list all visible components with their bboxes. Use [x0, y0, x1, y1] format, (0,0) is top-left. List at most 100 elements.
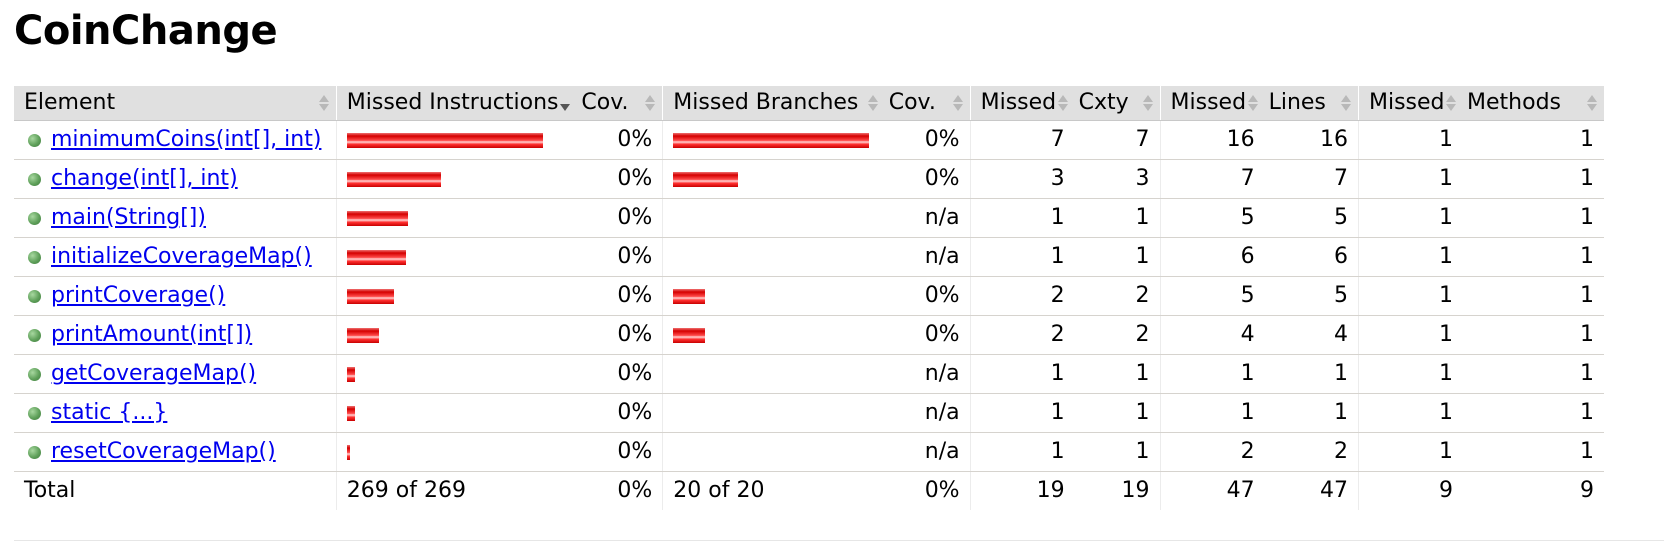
methods: 1: [1463, 432, 1604, 472]
missed-instructions-bar: [346, 210, 408, 226]
lines: 2: [1264, 432, 1359, 472]
method-link[interactable]: getCoverageMap(): [51, 361, 257, 386]
lines: 5: [1264, 276, 1359, 316]
header-missed-methods[interactable]: Missed: [1357, 86, 1464, 121]
header-methods-label: Methods: [1467, 90, 1562, 115]
missed-lines: 7: [1159, 159, 1265, 199]
sort-icon[interactable]: [867, 95, 879, 111]
complexity: 1: [1074, 354, 1161, 394]
missed-lines: 1: [1159, 393, 1265, 433]
page-title: CoinChange: [14, 8, 278, 54]
method-link[interactable]: change(int[], int): [51, 166, 238, 191]
total-lines: 47: [1319, 478, 1348, 503]
complexity: 1: [1074, 432, 1161, 472]
total-missed-methods: 9: [1357, 471, 1464, 510]
missed-complexity: 1: [969, 393, 1075, 433]
missed-lines: 4: [1159, 315, 1265, 355]
branches-coverage: n/a: [884, 393, 971, 433]
lines: 6: [1264, 237, 1359, 277]
missed-branches-bar-cell: [662, 120, 885, 160]
method-link[interactable]: main(String[]): [51, 205, 206, 230]
instructions-coverage: 0%: [577, 237, 663, 277]
method-link[interactable]: initializeCoverageMap(): [51, 244, 312, 269]
sort-icon[interactable]: [1445, 95, 1457, 111]
total-row: Total 269 of 269 0% 20 of 20 0% 19 19 47…: [14, 471, 1604, 510]
table-row: resetCoverageMap() 0% n/a 1 1 2 2 1 1: [14, 432, 1604, 472]
element-cell: static {...}: [14, 393, 337, 433]
table-row: minimumCoins(int[], int) 0% 0% 7 7 16 16 1 1: [14, 120, 1604, 160]
lines: 5: [1264, 198, 1359, 238]
missed-methods: 1: [1357, 432, 1464, 472]
header-missed-lines[interactable]: Missed: [1159, 86, 1265, 121]
table-body: minimumCoins(int[], int) 0% 0% 7 7 16 16 1 1 chan…: [14, 120, 1604, 472]
method-icon: [28, 289, 41, 303]
instructions-coverage: 0%: [577, 276, 663, 316]
sort-icon[interactable]: [644, 95, 656, 111]
complexity: 1: [1074, 237, 1161, 277]
missed-instructions-bar: [346, 405, 355, 421]
branches-coverage: 0%: [884, 159, 971, 199]
method-link[interactable]: static {...}: [51, 400, 168, 425]
instructions-coverage: 0%: [577, 120, 663, 160]
sort-icon[interactable]: [1340, 95, 1352, 111]
instructions-coverage: 0%: [577, 393, 663, 433]
sort-icon[interactable]: [1142, 95, 1154, 111]
header-missed-instructions-label: Missed Instructions: [346, 90, 559, 115]
header-missed-complexity[interactable]: Missed: [969, 86, 1075, 121]
sort-icon[interactable]: [318, 95, 330, 111]
missed-complexity: 7: [969, 120, 1075, 160]
complexity: 2: [1074, 276, 1161, 316]
table-row: main(String[]) 0% n/a 1 1 5 5 1 1: [14, 198, 1604, 238]
header-branches-coverage[interactable]: Cov.: [884, 86, 971, 121]
instructions-coverage: 0%: [577, 354, 663, 394]
lines: 1: [1264, 393, 1359, 433]
missed-branches-bar-cell: [662, 237, 885, 277]
header-missed-instructions[interactable]: Missed Instructions: [335, 86, 578, 121]
missed-lines: 6: [1159, 237, 1265, 277]
method-icon: [28, 445, 41, 459]
header-missed-lines-label: Missed: [1170, 90, 1247, 115]
missed-instructions-bar-cell: [335, 120, 578, 160]
branches-coverage: n/a: [884, 237, 971, 277]
sort-icon[interactable]: [1586, 95, 1598, 111]
header-lines[interactable]: Lines: [1264, 86, 1359, 121]
lines: 16: [1264, 120, 1359, 160]
method-icon: [28, 406, 41, 420]
missed-instructions-bar-cell: [335, 432, 578, 472]
header-missed-branches[interactable]: Missed Branches: [662, 86, 885, 121]
missed-branches-bar-cell: [662, 393, 885, 433]
missed-branches-bar: [673, 327, 706, 343]
missed-instructions-bar: [346, 132, 543, 148]
header-complexity[interactable]: Cxty: [1074, 86, 1161, 121]
header-instructions-coverage[interactable]: Cov.: [577, 86, 663, 121]
sort-desc-icon[interactable]: [559, 95, 571, 111]
total-missed-branches: 20 of 20: [662, 471, 885, 510]
branches-coverage: 0%: [884, 315, 971, 355]
missed-instructions-bar: [346, 366, 355, 382]
branches-coverage: 0%: [884, 120, 971, 160]
sort-icon[interactable]: [1057, 95, 1069, 111]
sort-icon[interactable]: [952, 95, 964, 111]
missed-instructions-bar-cell: [335, 198, 578, 238]
table-row: printCoverage() 0% 0% 2 2 5 5 1 1: [14, 276, 1604, 316]
method-link[interactable]: resetCoverageMap(): [51, 439, 276, 464]
branches-coverage: n/a: [884, 198, 971, 238]
table-row: change(int[], int) 0% 0% 3 3 7 7 1 1: [14, 159, 1604, 199]
header-methods[interactable]: Methods: [1463, 86, 1604, 121]
instructions-coverage: 0%: [577, 198, 663, 238]
missed-instructions-bar-cell: [335, 159, 578, 199]
lines: 7: [1264, 159, 1359, 199]
element-cell: main(String[]): [14, 198, 337, 238]
total-instructions-coverage: 0%: [617, 478, 653, 503]
header-element[interactable]: Element: [14, 86, 337, 121]
table-row: initializeCoverageMap() 0% n/a 1 1 6 6 1 1: [14, 237, 1604, 277]
method-icon: [28, 172, 41, 186]
lines: 1: [1264, 354, 1359, 394]
sort-icon[interactable]: [1247, 95, 1259, 111]
method-link[interactable]: minimumCoins(int[], int): [51, 127, 322, 152]
method-icon: [28, 367, 41, 381]
method-link[interactable]: printAmount(int[]): [51, 322, 253, 347]
missed-methods: 1: [1357, 159, 1464, 199]
missed-instructions-bar: [346, 249, 406, 265]
method-link[interactable]: printCoverage(): [51, 283, 226, 308]
